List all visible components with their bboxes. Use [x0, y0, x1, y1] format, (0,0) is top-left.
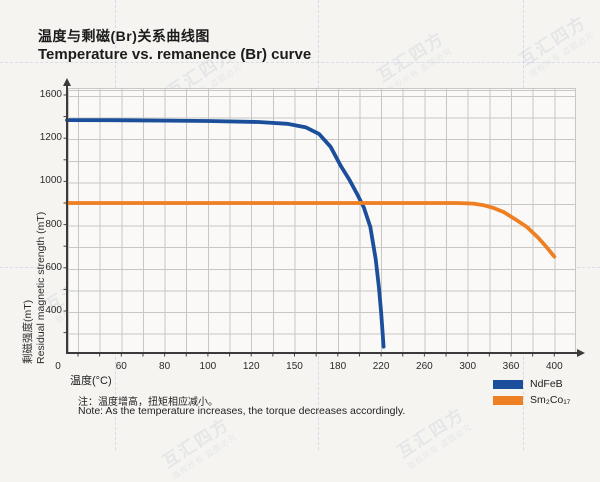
watermark-tagline: 版权所有 盗图必究: [170, 432, 239, 481]
x-tick-label: 100: [199, 361, 217, 372]
page-title-english: Temperature vs. remanence (Br) curve: [38, 46, 312, 63]
page-title-chinese: 温度与剩磁(Br)关系曲线图: [38, 28, 210, 44]
legend-item-ndfeb: NdFeB: [493, 378, 570, 390]
origin-tick-label: 0: [55, 361, 61, 372]
legend-label-sm2co17: Sm₂Co₁₇: [530, 394, 571, 406]
watermark: 互汇四方版权所有 盗图必究: [513, 8, 596, 80]
x-tick-label: 400: [545, 361, 563, 372]
legend-swatch-ndfeb: [493, 379, 523, 389]
legend-swatch-sm2co17: [493, 395, 523, 405]
y-axis-title-chinese: 剩磁强度(mT): [22, 299, 34, 364]
note-chinese: 注：温度增高，扭矩相应减小。: [78, 397, 218, 408]
x-tick-label: 220: [372, 361, 390, 372]
watermark: 互汇四方版权所有 盗图必究: [156, 410, 239, 482]
legend-label-ndfeb: NdFeB: [530, 378, 563, 390]
watermark-brand: 互汇四方: [159, 414, 234, 472]
x-tick-label: 120: [242, 361, 260, 372]
y-tick-label: 800: [45, 218, 62, 230]
watermark-brand: 互汇四方: [374, 28, 449, 86]
y-tick-label: 1200: [39, 132, 62, 144]
watermark: 互汇四方版权所有 盗图必究: [371, 24, 454, 96]
x-axis-title: 温度(°C): [70, 375, 112, 387]
y-tick-label: 600: [45, 261, 62, 273]
x-tick-label: 360: [502, 361, 520, 372]
x-tick-label: 60: [115, 361, 127, 372]
chart-legend: NdFeB Sm₂Co₁₇: [493, 378, 570, 406]
template-guide-line: [0, 62, 600, 63]
x-tick-label: 150: [286, 361, 303, 372]
y-tick-label: 1000: [39, 175, 62, 187]
chart-plot-area: [67, 88, 576, 354]
x-tick-label: 260: [416, 361, 433, 372]
y-axis-title-english: Residual magnetic strength (mT): [35, 211, 47, 364]
x-tick-label: 80: [159, 361, 171, 372]
y-tick-label: 400: [45, 305, 62, 316]
y-tick-label: 1600: [39, 89, 62, 100]
x-tick-label: 180: [329, 361, 347, 372]
legend-item-sm2co17: Sm₂Co₁₇: [493, 394, 570, 406]
x-tick-label: 300: [459, 361, 477, 372]
note-english: Note: As the temperature increases, the …: [78, 405, 406, 417]
watermark-tagline: 版权所有 盗图必究: [527, 30, 596, 79]
watermark-tagline: 版权所有 盗图必究: [405, 422, 474, 471]
